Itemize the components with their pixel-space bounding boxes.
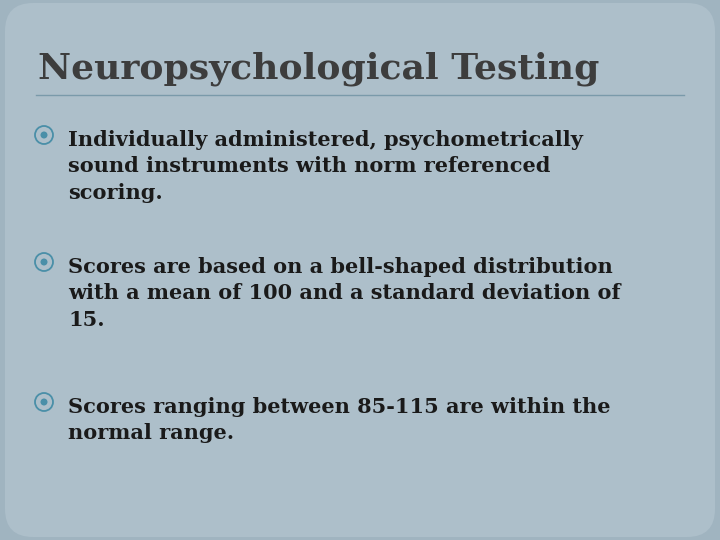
Circle shape [40,132,48,138]
Text: Neuropsychological Testing: Neuropsychological Testing [38,52,599,86]
Text: Scores are based on a bell-shaped distribution
with a mean of 100 and a standard: Scores are based on a bell-shaped distri… [68,257,621,330]
FancyBboxPatch shape [5,3,715,537]
Text: Scores ranging between 85-115 are within the
normal range.: Scores ranging between 85-115 are within… [68,397,611,443]
Circle shape [40,399,48,406]
Text: Individually administered, psychometrically
sound instruments with norm referenc: Individually administered, psychometrica… [68,130,583,203]
Circle shape [40,259,48,266]
